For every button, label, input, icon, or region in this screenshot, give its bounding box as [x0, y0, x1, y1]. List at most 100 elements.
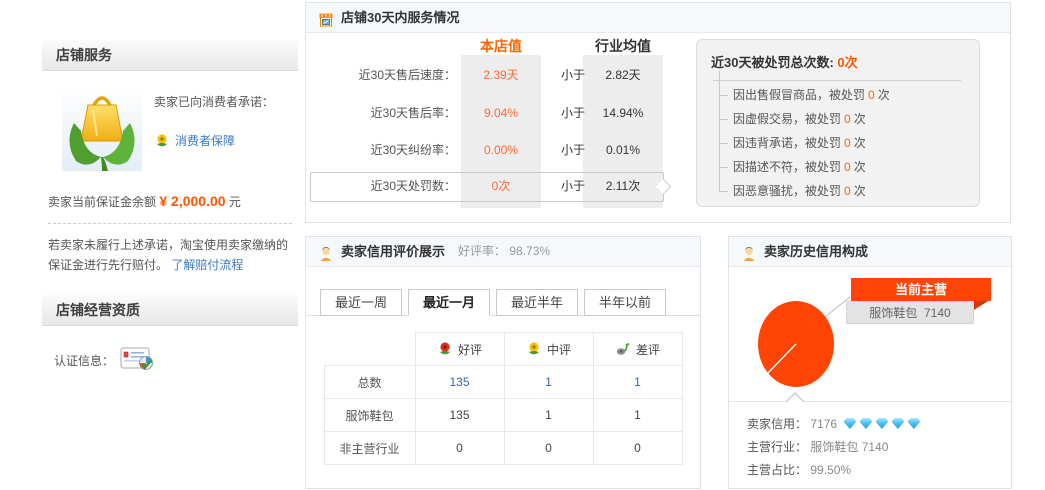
chart-divider [729, 401, 1011, 402]
penalty-item: 因恶意骚扰，被处罚 0 次 [717, 167, 965, 203]
total-good-count[interactable]: 135 [414, 365, 505, 399]
total-neutral-count[interactable]: 1 [503, 365, 594, 399]
nonmain-neutral-count: 0 [503, 431, 594, 465]
row-industry-value: 2.82天 [605, 68, 641, 82]
row-compare: 小于 [560, 68, 585, 82]
certification-card-icon[interactable] [120, 346, 156, 375]
row-label: 近30天纠纷率： [370, 143, 456, 157]
cert-label: 认证信息： [54, 354, 115, 368]
tab-before-half-year[interactable]: 半年以前 [584, 289, 667, 316]
row-industry-value: 2.11次 [605, 179, 641, 193]
penalty-summary-box: 近30天被处罚总次数: 0次 因出售假冒商品，被处罚 0 次 因虚假交易，被处罚 0 次… [696, 39, 980, 207]
industry-value: 服饰鞋包 7140 [810, 440, 889, 454]
diamond-icon [891, 418, 905, 429]
panel-title: 店铺30天内服务情况 [341, 10, 460, 25]
compensation-process-link[interactable]: 了解赔付流程 [171, 258, 244, 272]
row-label: 非主营行业 [323, 431, 416, 465]
service-row: 近30天售后速度： 2.39天 小于 2.82天 [306, 65, 1010, 85]
row-label: 近30天售后速度： [358, 68, 456, 82]
deposit-row: 卖家当前保证金余额 ¥ 2,000.00 元 [48, 193, 298, 210]
category-good-count: 135 [414, 398, 505, 432]
positive-rate-label: 好评率： [458, 244, 507, 258]
consumer-guarantee-flower-icon [154, 133, 170, 149]
main-category-callout: 服饰鞋包 7140 [846, 301, 974, 324]
note-text: 若卖家未履行上述承诺，淘宝使用卖家缴纳的保证金进行先行赔付。 [48, 238, 289, 272]
credit-history-panel: 卖家历史信用构成 当前主营 服饰鞋包 7140 卖家信用： 7176 主营行业：… [728, 236, 1012, 489]
service-row: 近30天售后率： 9.04% 小于 14.94% [306, 103, 1010, 123]
consumer-guarantee-link[interactable]: 消费者保障 [175, 134, 236, 148]
pie-slice-boundary [766, 343, 797, 375]
industry-value-column-bg [583, 55, 663, 208]
dashed-divider [48, 223, 292, 224]
penalty-title: 近30天被处罚总次数: [711, 55, 834, 70]
deposit-unit: 元 [228, 195, 241, 209]
seller-credit-panel: 卖家信用评价展示 好评率： 98.73% 最近一周 最近一月 最近半年 半年以前… [305, 236, 701, 489]
good-rating-header: 好评 [414, 332, 505, 366]
seller-person-icon [741, 244, 757, 261]
row-label: 服饰鞋包 [323, 398, 416, 432]
credit-stats: 卖家信用： 7176 主营行业： 服饰鞋包 7140 主营占比： 99.50% [747, 413, 921, 482]
table-row-main-category: 服饰鞋包 135 1 1 [323, 398, 683, 432]
credit-value: 7176 [810, 417, 838, 431]
industry-label: 主营行业： [747, 440, 808, 454]
deposit-label: 卖家当前保证金余额 [48, 195, 157, 209]
row-shop-value: 0次 [491, 179, 511, 193]
penalty-item: 因描述不符，被处罚 0 次 [717, 143, 965, 179]
bad-rating-header: 差评 [592, 332, 683, 366]
row-industry-value: 0.01% [605, 143, 641, 157]
panel-title: 卖家历史信用构成 [764, 244, 869, 259]
penalty-divider [713, 80, 961, 81]
seller-promise-block: 卖家已向消费者承诺： 消费者保障 [42, 71, 298, 171]
seller-person-icon [318, 244, 334, 261]
industry-value-header: 行业均值 [595, 38, 651, 54]
penalty-total: 0次 [837, 55, 858, 70]
bad-flower-icon [616, 343, 630, 355]
row-shop-value: 0.00% [483, 143, 519, 157]
tab-last-half-year[interactable]: 最近半年 [496, 289, 579, 316]
row-compare: 小于 [560, 179, 585, 193]
category-bad-count: 1 [592, 398, 683, 432]
category-neutral-count: 1 [503, 398, 594, 432]
service-row-highlighted: 近30天处罚数： 0次 小于 2.11次 [306, 176, 1010, 196]
period-tabs: 最近一周 最近一月 最近半年 半年以前 [306, 289, 700, 316]
shop-value-header: 本店值 [480, 38, 522, 54]
service-30day-panel: 店铺30天内服务情况 本店值 行业均值 近30天售后速度： 2.39天 小于 2… [305, 2, 1011, 223]
penalty-item: 因出售假冒商品，被处罚 0 次 [717, 71, 965, 107]
diamond-icon [859, 418, 873, 429]
row-compare: 小于 [560, 106, 585, 120]
table-row-non-main: 非主营行业 0 0 0 [323, 431, 683, 465]
diamond-icon [843, 418, 857, 429]
compensation-note: 若卖家未履行上述承诺，淘宝使用卖家缴纳的保证金进行先行赔付。 了解赔付流程 [48, 235, 292, 275]
nonmain-good-count: 0 [414, 431, 505, 465]
share-value: 99.50% [810, 463, 852, 477]
credit-pie-chart: 当前主营 服饰鞋包 7140 [729, 267, 1011, 401]
row-shop-value: 2.39天 [483, 68, 519, 82]
row-label: 近30天售后率： [370, 106, 456, 120]
shop-value-column-bg [461, 55, 541, 208]
row-compare: 小于 [560, 143, 585, 157]
total-bad-count[interactable]: 1 [592, 365, 683, 399]
row-shop-value: 9.04% [483, 106, 519, 120]
penalty-item: 因虚假交易，被处罚 0 次 [717, 95, 965, 131]
positive-rate-value: 98.73% [509, 244, 551, 258]
service-row: 近30天纠纷率： 0.00% 小于 0.01% [306, 140, 1010, 160]
empty-header-cell [324, 332, 416, 366]
ribbon-fold [974, 301, 988, 310]
panel-title: 卖家信用评价展示 [341, 244, 446, 259]
row-industry-value: 14.94% [602, 106, 644, 120]
penalty-row-callout-border [310, 172, 672, 202]
tab-last-month[interactable]: 最近一月 [408, 289, 491, 316]
shop-service-sidebar: 店铺服务 卖家已向消 [42, 40, 298, 375]
credit-label: 卖家信用： [747, 417, 808, 431]
diamond-icon [907, 418, 921, 429]
tab-last-week[interactable]: 最近一周 [320, 289, 403, 316]
neutral-rating-header: 中评 [503, 332, 594, 366]
row-label: 近30天处罚数： [370, 179, 456, 193]
current-main-ribbon: 当前主营 [851, 278, 991, 301]
sidebar-section-title: 店铺服务 [42, 40, 298, 71]
penalty-item: 因违背承诺，被处罚 0 次 [717, 119, 965, 155]
rating-table: 好评 中评 [323, 332, 683, 465]
promise-text: 卖家已向消费者承诺： [154, 95, 275, 109]
table-row-total: 总数 135 1 1 [323, 365, 683, 399]
guarantee-hands-bag-image [62, 85, 142, 171]
